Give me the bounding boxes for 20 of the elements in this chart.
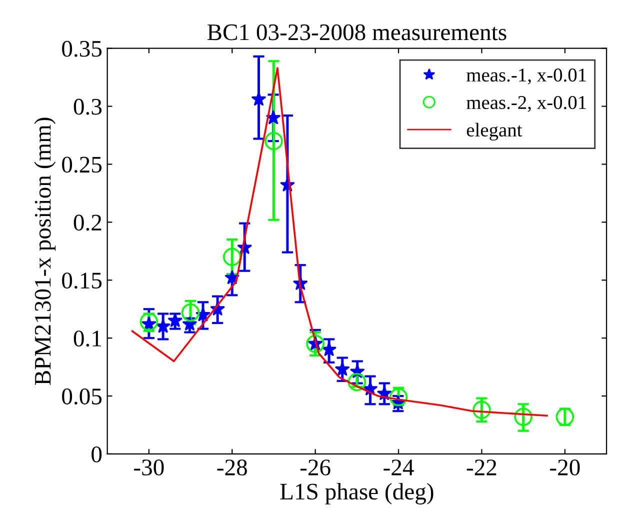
y-axis-title: BPM21301-x position (mm) bbox=[34, 118, 56, 385]
y-tick-label: 0.35 bbox=[62, 40, 102, 57]
y-tick-label: 0.1 bbox=[74, 330, 102, 347]
legend-label: meas.-1, x-0.01 bbox=[466, 68, 586, 84]
y-tick-label: 0.15 bbox=[62, 272, 102, 289]
legend-label: meas.-2, x-0.01 bbox=[466, 96, 586, 112]
x-tick-label: -26 bbox=[300, 460, 330, 476]
legend-label: elegant bbox=[466, 122, 522, 141]
x-tick-label: -22 bbox=[466, 460, 496, 476]
x-tick-label: -28 bbox=[217, 460, 247, 476]
chart-title: BC1 03-23-2008 measurements bbox=[207, 24, 506, 40]
x-tick-label: -20 bbox=[550, 460, 580, 476]
x-axis-title: L1S phase (deg) bbox=[280, 483, 434, 504]
x-tick-label: -24 bbox=[384, 460, 414, 476]
x-tick-label: -30 bbox=[134, 460, 164, 476]
y-tick-label: 0.25 bbox=[62, 156, 102, 173]
y-tick-label: 0.3 bbox=[74, 98, 102, 115]
y-tick-label: 0.05 bbox=[62, 388, 102, 405]
y-tick-label: 0.2 bbox=[74, 214, 102, 231]
y-tick-label: 0 bbox=[92, 446, 102, 462]
